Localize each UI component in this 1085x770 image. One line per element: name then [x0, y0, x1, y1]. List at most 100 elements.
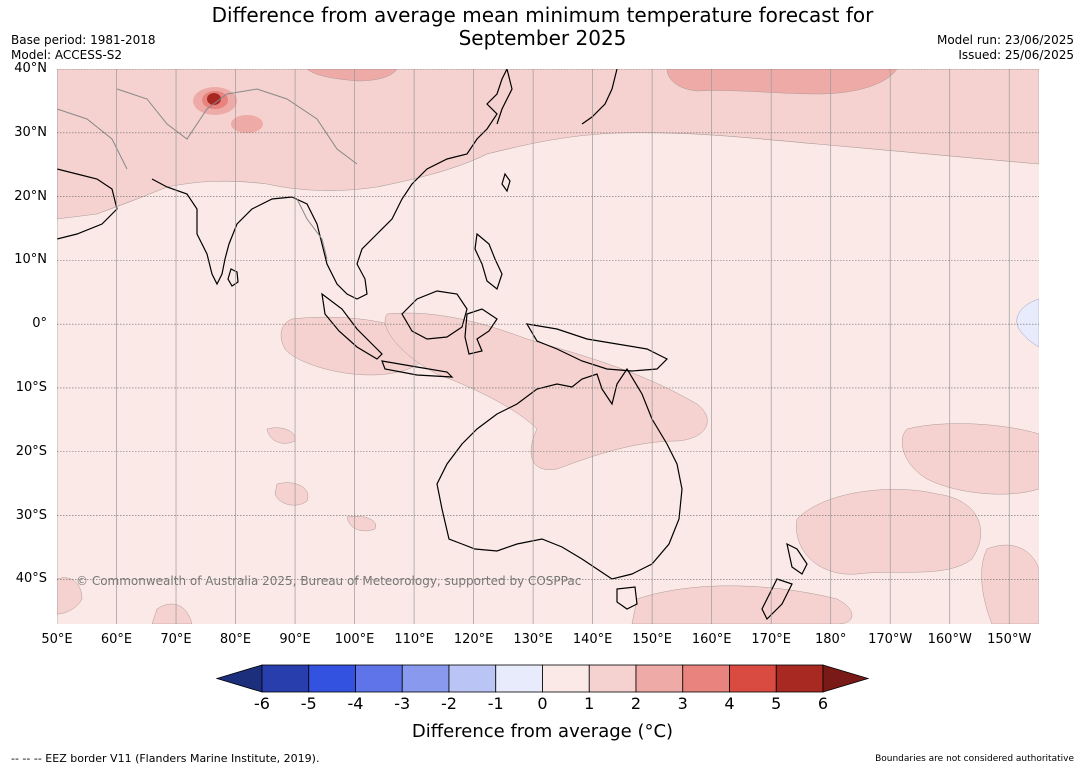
map-svg — [57, 69, 1039, 624]
issued-date: Issued: 25/06/2025 — [958, 48, 1074, 62]
boundaries-disclaimer: Boundaries are not considered authoritat… — [875, 754, 1074, 764]
lat-label: 40°S — [15, 571, 47, 587]
border-indochina — [296, 198, 328, 260]
anomaly-southern-1 — [631, 585, 853, 624]
coast-indochina — [291, 69, 508, 300]
eez-legend-note: -- -- -- EEZ border V11 (Flanders Marine… — [11, 752, 320, 765]
coastlines — [57, 69, 808, 621]
lat-label: 40°N — [14, 61, 47, 76]
lat-label: 20°S — [15, 443, 47, 459]
lon-label: 180° — [815, 632, 847, 647]
colorbar-segment — [261, 664, 310, 693]
colorbar-segment — [308, 664, 356, 693]
colorbar-segment — [448, 664, 497, 693]
anomaly-hotspot-east — [231, 115, 263, 133]
anomaly-southern-3 — [151, 603, 193, 624]
colorbar-tick-label: 4 — [724, 694, 735, 713]
colorbar-segment — [729, 664, 777, 693]
colorbar-segment — [542, 664, 590, 693]
coast-sumatra — [321, 292, 383, 360]
lon-label: 150°E — [632, 632, 672, 647]
lon-label: 110°E — [394, 632, 434, 647]
lat-label: 20°N — [14, 188, 47, 204]
coast-philippines — [474, 232, 503, 291]
lon-label: 170°W — [868, 632, 913, 647]
coast-nz-south — [761, 578, 793, 621]
coast-nz-north — [786, 542, 808, 575]
coast-sulawesi — [464, 308, 498, 355]
colorbar — [216, 664, 869, 693]
title-line-1: Difference from average mean minimum tem… — [211, 3, 874, 27]
copyright-notice: © Commonwealth of Australia 2025, Bureau… — [76, 574, 582, 588]
colorbar-segment — [775, 664, 824, 693]
lat-label: 0° — [32, 316, 47, 332]
colorbar-tick-label: -3 — [394, 694, 411, 713]
colorbar-tick-label: 0 — [537, 694, 548, 713]
coast-newguinea — [525, 323, 669, 372]
lon-label: 80°E — [219, 632, 252, 647]
anomaly-north-band — [57, 69, 1039, 220]
colorbar-tick-label: -5 — [300, 694, 317, 713]
lon-label: 90°E — [279, 632, 311, 647]
coast-borneo — [401, 290, 468, 340]
border-asia — [116, 88, 358, 165]
anomaly-pacific-se — [981, 544, 1039, 624]
lon-label: 170°E — [751, 632, 791, 647]
colorbar-extend-high — [822, 664, 869, 693]
colorbar-title: Difference from average (°C) — [411, 721, 674, 742]
lat-label: 10°N — [14, 252, 47, 268]
lon-label: 160°W — [927, 632, 972, 647]
coast-srilanka — [227, 268, 239, 287]
lon-label: 60°E — [100, 632, 133, 647]
colorbar-tick-label: 6 — [817, 694, 829, 713]
colorbar-tick-label: 5 — [771, 694, 782, 713]
anomaly-patch-a — [274, 482, 309, 506]
colorbar-extend-low — [216, 664, 263, 693]
coast-taiwan — [501, 172, 511, 193]
title-line-2: September 2025 — [458, 26, 627, 50]
chart-title: Difference from average mean minimum tem… — [0, 4, 1085, 50]
graticule — [57, 69, 1039, 624]
anomaly-patch-b — [346, 516, 377, 532]
anomaly-negative-patch — [1016, 298, 1039, 348]
base-period: Base period: 1981-2018 — [11, 33, 156, 47]
anomaly-north-patch-2 — [306, 69, 398, 82]
anomaly-hotspot-core — [207, 93, 221, 105]
map-panel[interactable] — [57, 69, 1039, 624]
colorbar-tick-label: 3 — [677, 694, 688, 713]
coast-australia — [436, 367, 683, 580]
country-borders — [57, 88, 358, 260]
colorbar-segment — [401, 664, 450, 693]
colorbar-tick-label: -1 — [487, 694, 504, 713]
lon-label: 160°E — [691, 632, 732, 647]
anomaly-southern-2 — [57, 577, 83, 615]
colorbar-segment — [588, 664, 637, 693]
coast-china — [496, 69, 513, 125]
meta-right: Model run: 23/06/2025 Issued: 25/06/2025 — [937, 33, 1074, 63]
lon-label: 50°E — [41, 632, 73, 647]
coast-japan — [581, 69, 618, 125]
lon-label: 150°W — [987, 632, 1032, 647]
lon-label: 70°E — [160, 632, 192, 647]
lon-label: 140°E — [572, 632, 613, 647]
coast-india — [151, 178, 293, 286]
colorbar-tick-label: -6 — [254, 694, 270, 713]
colorbar-segment — [355, 664, 403, 693]
anomaly-maritime — [384, 312, 708, 470]
colorbar-tick-label: -2 — [441, 694, 457, 713]
lat-label: 30°N — [14, 124, 47, 140]
colorbar-segment — [635, 664, 684, 693]
meta-left: Base period: 1981-2018 Model: ACCESS-S2 — [11, 33, 156, 63]
colorbar-tick-label: 2 — [630, 694, 642, 713]
lat-label: 10°S — [15, 379, 47, 395]
colorbar-tick-label: 1 — [584, 694, 595, 713]
lon-label: 130°E — [513, 632, 553, 647]
anomaly-south-pacific — [796, 489, 982, 575]
model-name: Model: ACCESS-S2 — [11, 48, 123, 62]
model-run: Model run: 23/06/2025 — [936, 33, 1074, 47]
coast-tasmania — [616, 586, 638, 610]
lon-label: 100°E — [334, 632, 375, 647]
colorbar-tick-label: -4 — [347, 694, 364, 713]
colorbar-segment — [682, 664, 730, 693]
coast-arabia — [57, 168, 118, 240]
